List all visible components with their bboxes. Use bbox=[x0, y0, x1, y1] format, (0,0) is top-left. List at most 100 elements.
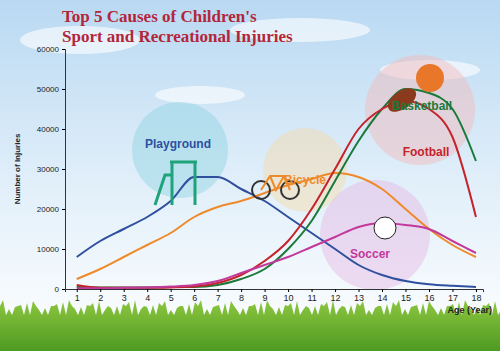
series-label: Basketball bbox=[392, 99, 452, 113]
x-tick-mark bbox=[241, 289, 242, 292]
series-line bbox=[77, 101, 476, 288]
x-tick-mark bbox=[124, 289, 125, 292]
grass bbox=[0, 300, 500, 351]
x-tick-label: 12 bbox=[331, 293, 341, 303]
y-tick-mark bbox=[62, 89, 65, 90]
subtitle: Sport and Recreational Injuries bbox=[62, 27, 293, 46]
x-tick-mark bbox=[171, 289, 172, 292]
x-tick: 4 bbox=[145, 289, 150, 303]
y-tick: 50000 bbox=[37, 85, 65, 94]
x-tick: 11 bbox=[307, 289, 316, 303]
x-tick-mark bbox=[382, 289, 383, 292]
series-line bbox=[77, 177, 476, 287]
x-tick: 7 bbox=[216, 289, 221, 303]
series-label: Bicycle bbox=[284, 173, 326, 187]
x-tick-mark bbox=[359, 289, 360, 292]
y-tick-label: 30000 bbox=[37, 165, 60, 174]
x-tick-label: 8 bbox=[239, 293, 244, 303]
x-tick: 15 bbox=[401, 289, 411, 303]
x-tick-mark bbox=[476, 289, 477, 292]
y-tick: 20000 bbox=[37, 205, 65, 214]
y-tick: 0 bbox=[55, 285, 65, 294]
x-axis-title: Age (Year) bbox=[447, 305, 492, 315]
x-tick-label: 14 bbox=[378, 293, 388, 303]
x-tick: 5 bbox=[169, 289, 174, 303]
x-tick: 14 bbox=[378, 289, 388, 303]
x-tick-label: 2 bbox=[98, 293, 103, 303]
x-tick: 12 bbox=[331, 289, 341, 303]
plot-area bbox=[77, 89, 476, 288]
series-label: Football bbox=[403, 145, 450, 159]
y-tick-mark bbox=[62, 49, 65, 50]
x-tick: 13 bbox=[354, 289, 364, 303]
x-tick-mark bbox=[452, 289, 453, 292]
x-tick-label: 9 bbox=[263, 293, 268, 303]
series-line bbox=[77, 223, 476, 288]
x-tick-label: 16 bbox=[424, 293, 434, 303]
x-tick: 6 bbox=[192, 289, 197, 303]
x-tick-mark bbox=[218, 289, 219, 292]
x-tick: 17 bbox=[448, 289, 458, 303]
y-tick: 40000 bbox=[37, 125, 65, 134]
x-tick-label: 6 bbox=[192, 293, 197, 303]
x-tick-label: 3 bbox=[122, 293, 127, 303]
x-tick: 2 bbox=[98, 289, 103, 303]
y-axis: 0 10000 20000 30000 40000 50000 60000 bbox=[37, 45, 66, 294]
x-tick-label: 10 bbox=[284, 293, 294, 303]
x-tick: 16 bbox=[424, 289, 434, 303]
y-tick-label: 40000 bbox=[37, 125, 60, 134]
y-tick: 30000 bbox=[37, 165, 65, 174]
x-tick-label: 15 bbox=[401, 293, 411, 303]
y-tick-mark bbox=[62, 249, 65, 250]
x-tick-label: 1 bbox=[75, 293, 80, 303]
x-tick: 9 bbox=[263, 289, 268, 303]
y-tick-label: 50000 bbox=[37, 85, 60, 94]
chart-svg: Top 5 Causes of Children'sSport and Recr… bbox=[0, 0, 500, 351]
y-axis-title: Number of Injuries bbox=[13, 133, 22, 204]
x-axis: 123456789101112131415161718 bbox=[66, 289, 484, 303]
series-label: Soccer bbox=[350, 247, 390, 261]
decor-bubble bbox=[132, 102, 228, 198]
x-tick-mark bbox=[429, 289, 430, 292]
x-tick-mark bbox=[194, 289, 195, 292]
x-tick: 8 bbox=[239, 289, 244, 303]
x-tick-mark bbox=[335, 289, 336, 292]
x-tick: 10 bbox=[284, 289, 294, 303]
x-tick-mark bbox=[147, 289, 148, 292]
x-tick-label: 7 bbox=[216, 293, 221, 303]
x-tick-mark bbox=[265, 289, 266, 292]
y-tick-mark bbox=[62, 289, 65, 290]
x-tick: 18 bbox=[471, 289, 481, 303]
y-tick-mark bbox=[62, 209, 65, 210]
playground-icon bbox=[155, 162, 197, 205]
cloud bbox=[155, 86, 245, 104]
y-tick: 60000 bbox=[37, 45, 65, 54]
sky-background bbox=[0, 0, 500, 351]
x-tick: 3 bbox=[122, 289, 127, 303]
x-tick-label: 5 bbox=[169, 293, 174, 303]
y-tick-label: 60000 bbox=[37, 45, 60, 54]
y-axis-line bbox=[62, 50, 66, 290]
y-tick-label: 10000 bbox=[37, 245, 60, 254]
y-tick: 10000 bbox=[37, 245, 65, 254]
basketball-icon bbox=[416, 64, 444, 92]
x-tick-label: 4 bbox=[145, 293, 150, 303]
chart-container: Top 5 Causes of Children'sSport and Recr… bbox=[0, 0, 500, 351]
x-tick-label: 17 bbox=[448, 293, 458, 303]
x-tick-mark bbox=[100, 289, 101, 292]
soccer-icon bbox=[374, 217, 396, 239]
y-tick-label: 0 bbox=[55, 285, 60, 294]
x-tick-mark bbox=[312, 289, 313, 292]
x-tick-mark bbox=[77, 289, 78, 292]
x-tick-mark bbox=[406, 289, 407, 292]
y-tick-label: 20000 bbox=[37, 205, 60, 214]
x-tick-label: 13 bbox=[354, 293, 364, 303]
series-label: Playground bbox=[145, 137, 211, 151]
x-tick: 1 bbox=[75, 289, 80, 303]
x-tick-mark bbox=[288, 289, 289, 292]
x-tick-label: 11 bbox=[307, 293, 316, 303]
y-tick-mark bbox=[62, 169, 65, 170]
y-tick-mark bbox=[62, 129, 65, 130]
x-tick-label: 18 bbox=[471, 293, 481, 303]
icons bbox=[155, 64, 444, 239]
